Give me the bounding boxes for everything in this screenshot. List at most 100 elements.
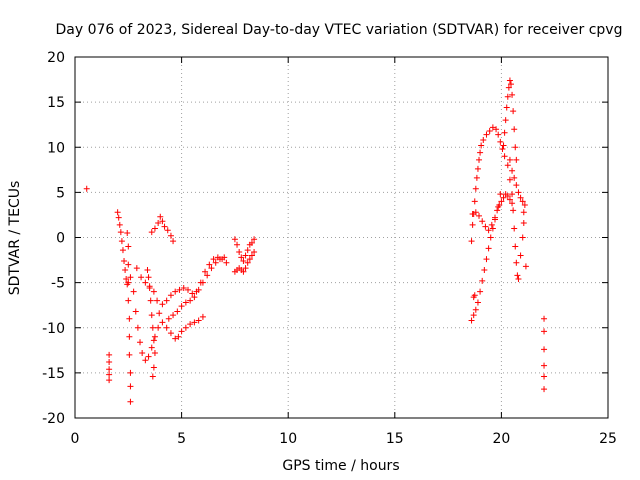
data-point (486, 128, 493, 135)
y-tick-label: 5 (56, 185, 65, 201)
data-point (541, 328, 548, 335)
data-point (501, 129, 508, 136)
data-point (482, 223, 489, 230)
data-point (474, 165, 481, 172)
data-point (106, 366, 113, 373)
series-band-7.5-8.4h (231, 236, 258, 264)
data-point (472, 306, 479, 313)
data-point (164, 227, 171, 234)
data-point (157, 213, 164, 220)
data-point (150, 364, 157, 371)
data-point (519, 234, 526, 241)
data-point (191, 294, 198, 301)
data-point (127, 383, 134, 390)
data-point (506, 196, 513, 203)
data-point (191, 319, 198, 326)
data-point (159, 301, 166, 308)
data-point (189, 290, 196, 297)
data-point (199, 279, 206, 286)
data-point (126, 333, 133, 340)
data-point (468, 317, 475, 324)
data-point (146, 285, 153, 292)
data-point (156, 310, 163, 317)
data-point (172, 288, 179, 295)
data-point (126, 315, 133, 322)
data-point (139, 350, 146, 357)
grid-lines (75, 57, 608, 418)
data-point (170, 312, 177, 319)
data-point (504, 93, 511, 100)
data-point (470, 312, 477, 319)
data-point (541, 373, 548, 380)
data-point (182, 299, 189, 306)
data-points (83, 77, 548, 405)
data-point (204, 272, 211, 279)
data-point (244, 259, 251, 266)
data-point (497, 191, 504, 198)
chart-title: Day 076 of 2023, Sidereal Day-to-day VTE… (56, 22, 623, 38)
data-point (163, 324, 170, 331)
y-tick-label: -20 (42, 411, 65, 427)
data-point (231, 236, 238, 243)
data-point (512, 243, 519, 250)
data-point (483, 131, 490, 138)
data-point (503, 104, 510, 111)
x-tick-label: 0 (71, 431, 80, 447)
data-point (178, 328, 185, 335)
series-cluster-3.4h (144, 266, 158, 380)
data-point (248, 252, 255, 259)
data-point (151, 225, 158, 232)
data-point (515, 276, 522, 283)
data-point (106, 377, 113, 384)
data-point (221, 254, 228, 261)
data-point (176, 286, 183, 293)
data-point (244, 247, 251, 254)
y-tick-label: 15 (47, 95, 65, 111)
y-tick-label: 10 (47, 140, 65, 156)
data-point (121, 257, 128, 264)
data-point (151, 350, 158, 357)
data-point (242, 252, 249, 259)
data-point (174, 308, 181, 315)
axis-ticks (74, 56, 609, 419)
data-point (477, 149, 484, 156)
data-point (145, 353, 152, 360)
data-point (127, 274, 134, 281)
data-point (170, 238, 177, 245)
x-tick-label: 25 (599, 431, 617, 447)
data-point (497, 138, 504, 145)
data-point (506, 77, 513, 84)
x-tick-label: 15 (386, 431, 404, 447)
data-point (126, 351, 133, 358)
data-point (125, 297, 132, 304)
data-point (492, 216, 499, 223)
data-point (479, 277, 486, 284)
data-point (485, 227, 492, 234)
data-point (106, 371, 113, 378)
data-point (474, 299, 481, 306)
data-point (148, 312, 155, 319)
series-lower-arc-4-8h (165, 254, 228, 322)
data-point (500, 142, 507, 149)
data-point (151, 333, 158, 340)
data-point (479, 218, 486, 225)
data-point (119, 247, 126, 254)
series-mid-branch-20.4-21h (506, 156, 527, 216)
y-axis-label: SDTVAR / TECUs (7, 181, 23, 296)
data-point (175, 333, 182, 340)
series-drop-from-2.0h (114, 209, 131, 288)
data-point (251, 248, 258, 255)
data-point (501, 153, 508, 160)
y-tick-label: -5 (51, 276, 65, 292)
data-point (172, 335, 179, 342)
data-point (167, 292, 174, 299)
data-point (506, 176, 513, 183)
data-point (236, 248, 243, 255)
data-point (515, 189, 522, 196)
x-axis-label: GPS time / hours (282, 458, 399, 474)
data-point (504, 162, 511, 169)
data-point (148, 344, 155, 351)
series-isolated-18.7h (470, 292, 478, 301)
data-point (468, 238, 475, 245)
series-vertical-spread-2.5h (124, 229, 134, 405)
